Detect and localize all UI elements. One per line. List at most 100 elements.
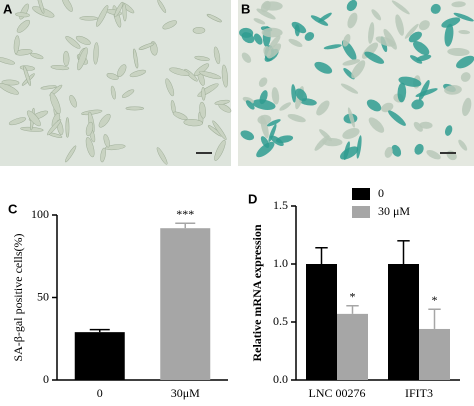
cell [106,73,119,80]
cell [268,35,281,50]
cells [0,0,474,165]
cell [342,59,361,66]
cell [13,35,20,54]
cell [458,139,468,151]
cell [214,140,226,161]
cell [408,31,422,43]
cell [258,77,268,87]
cell [100,147,106,163]
significance: * [432,293,438,307]
y-axis-label: SA-β-gal positive cells(%) [11,233,25,361]
cell [413,121,423,132]
cell [79,16,99,21]
cell [16,19,31,33]
cell [201,87,206,101]
cell [368,117,385,133]
bar [306,264,337,380]
y-tick-label: 1.5 [273,198,288,212]
cell [245,100,255,110]
cell [456,55,474,69]
cell [256,8,276,20]
bar [160,228,211,380]
cell [260,0,271,13]
bar [388,264,419,380]
cell [270,135,284,147]
y-tick-label: 50 [37,289,49,303]
cell [384,146,393,158]
cell [162,20,177,30]
cell [117,64,127,77]
cell [214,99,230,105]
cell [351,60,366,79]
cell [319,129,332,142]
cell [242,96,255,104]
cell [418,20,430,31]
cell [104,144,126,151]
cell [199,101,206,119]
cell [206,14,222,23]
cell [314,135,330,151]
cell [133,48,139,69]
cell [75,35,91,45]
cell [213,46,221,65]
cell [23,65,31,86]
cell [451,1,466,8]
cell [397,82,407,103]
cell [192,26,206,34]
x-tick-label: 30μM [171,386,200,400]
cell [388,110,406,126]
cell [8,117,27,126]
cell [291,84,297,103]
cell [125,106,144,111]
cell [49,92,61,115]
cell [343,141,350,161]
cell [430,3,441,14]
cell [37,0,45,14]
cell [447,47,470,56]
cell [404,23,419,39]
cell [0,57,15,65]
cell [342,34,351,47]
cell [110,85,116,100]
cell [347,107,355,128]
cell [279,102,292,111]
cell [212,120,227,140]
y-tick-label: 100 [31,207,49,221]
cell [267,119,281,127]
cell [65,36,81,49]
cell [121,89,135,98]
cell [63,50,70,67]
cell [458,29,471,35]
cell [15,12,30,18]
legend-label: 30 μM [378,204,410,218]
cell [413,41,430,56]
cell [411,99,424,110]
cell [61,0,73,12]
cell [391,144,402,157]
x-tick-label: 0 [97,386,103,400]
cell [169,67,190,76]
x-tick-label: IFIT3 [405,386,433,400]
cell [381,102,394,113]
cell [419,121,433,129]
scale-bar [440,152,456,154]
cell [253,18,266,25]
cell [364,51,385,64]
cell [256,141,275,158]
cell [157,0,167,13]
cell [65,117,70,138]
y-tick-label: 0.0 [273,372,288,386]
cell [426,150,441,160]
cell [30,52,44,60]
cell [318,12,332,23]
cell [129,69,147,78]
legend-label: 0 [378,186,384,200]
cell [340,83,359,94]
cell [241,52,252,63]
cell [47,119,62,136]
cell [418,80,430,101]
cell [295,88,308,102]
cell [366,99,382,112]
cell [304,32,315,41]
cell [346,0,358,12]
